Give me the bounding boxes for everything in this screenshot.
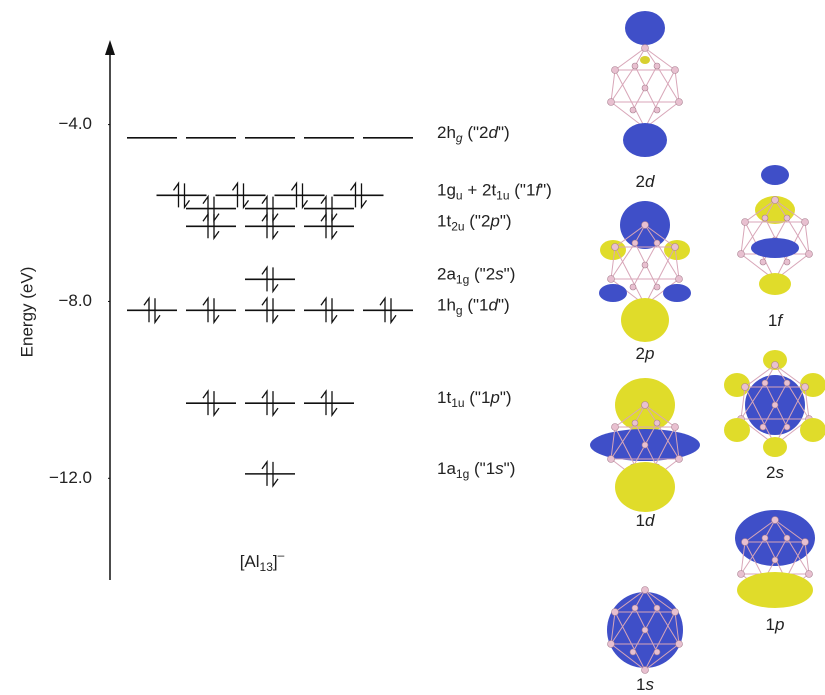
label-part: 1g: [456, 273, 469, 287]
y-tick-label: −4.0: [58, 114, 92, 133]
label-part: "): [504, 265, 516, 284]
orbital-l: f: [777, 311, 784, 330]
orbital-caption: 2p: [636, 344, 655, 363]
orbital-n: 1: [766, 615, 775, 634]
page: {"chart_data": {"type": "levels", "y_lab…: [0, 0, 825, 695]
orbital-caption: 2d: [636, 172, 655, 191]
y-tick-label: −8.0: [58, 291, 92, 310]
orbital-caption: 1p: [766, 615, 785, 634]
label-part: ("2: [469, 265, 495, 284]
level-label: 1hg ("1d"): [437, 296, 510, 318]
label-part: 1a: [437, 459, 456, 478]
label-part: g: [456, 303, 463, 317]
label-part: "): [500, 212, 512, 231]
label-part: + 2t: [463, 181, 497, 200]
label-part: "): [498, 296, 510, 315]
label-part: "): [498, 123, 510, 142]
label-part: p: [489, 212, 499, 231]
orbital-caption: 1s: [636, 675, 654, 694]
label-part: "): [540, 181, 552, 200]
orbital-1d: [590, 378, 700, 512]
figure: Energy (eV) [Al13]– −4.0−8.0−12.02hg ("2…: [0, 0, 825, 695]
label-part: 2u: [451, 219, 464, 233]
orbital-l: s: [645, 675, 654, 694]
level-label: 2hg ("2d"): [437, 123, 510, 145]
level-label: 2a1g ("2s"): [437, 265, 515, 287]
orbital-l: d: [645, 511, 655, 530]
orbital-l: p: [774, 615, 784, 634]
orbital-1p: [735, 510, 815, 608]
orbital-n: 2: [636, 344, 645, 363]
label-part: "): [500, 389, 512, 408]
label-part: u: [456, 189, 463, 203]
orbital-n: 1: [636, 675, 645, 694]
label-part: "): [504, 459, 516, 478]
orbital-l: d: [645, 172, 655, 191]
orbital-2p: [599, 201, 691, 342]
cluster-label: [Al13]–: [240, 548, 285, 574]
label-part: 1u: [496, 189, 509, 203]
label-part: ("1: [469, 459, 495, 478]
orbital-l: p: [644, 344, 654, 363]
orbital-caption: 1d: [636, 511, 655, 530]
orbital-2d: [608, 11, 683, 157]
label-part: ("2: [465, 212, 491, 231]
orbital-n: 2: [636, 172, 645, 191]
orbital-n: 1: [768, 311, 777, 330]
orbital-caption: 2s: [766, 463, 784, 482]
level-label: 1t2u ("2p"): [437, 212, 512, 234]
label-part: 2h: [437, 123, 456, 142]
orbital-l: s: [775, 463, 784, 482]
label-part: 1t: [437, 389, 451, 408]
label-part: 1g: [437, 181, 456, 200]
label-part: 1g: [456, 467, 469, 481]
orbital-n: 2: [766, 463, 775, 482]
level-label: 1a1g ("1s"): [437, 459, 515, 481]
axis-arrow: [105, 40, 115, 55]
orbital-1f: [738, 165, 813, 295]
orbital-1s: [607, 587, 683, 674]
label-part: 1t: [437, 212, 451, 231]
y-axis-label: Energy (eV): [17, 267, 36, 358]
label-part: ("1: [510, 181, 536, 200]
label-part: 13: [260, 560, 274, 574]
label-part: 2a: [437, 265, 456, 284]
orbital-n: 1: [636, 511, 645, 530]
label-part: –: [278, 548, 285, 562]
orbital-2s: [724, 350, 825, 457]
orbital-caption: 1f: [768, 311, 784, 330]
y-tick-label: −12.0: [49, 468, 92, 487]
level-label: 1t1u ("1p"): [437, 389, 512, 411]
label-part: 1h: [437, 296, 456, 315]
label-part: ("1: [465, 389, 491, 408]
label-part: ("1: [463, 296, 489, 315]
label-part: ("2: [463, 123, 489, 142]
label-part: [Al: [240, 552, 260, 571]
level-label: 1gu + 2t1u ("1f"): [437, 181, 552, 203]
label-part: 1u: [451, 396, 464, 410]
label-part: p: [489, 389, 499, 408]
